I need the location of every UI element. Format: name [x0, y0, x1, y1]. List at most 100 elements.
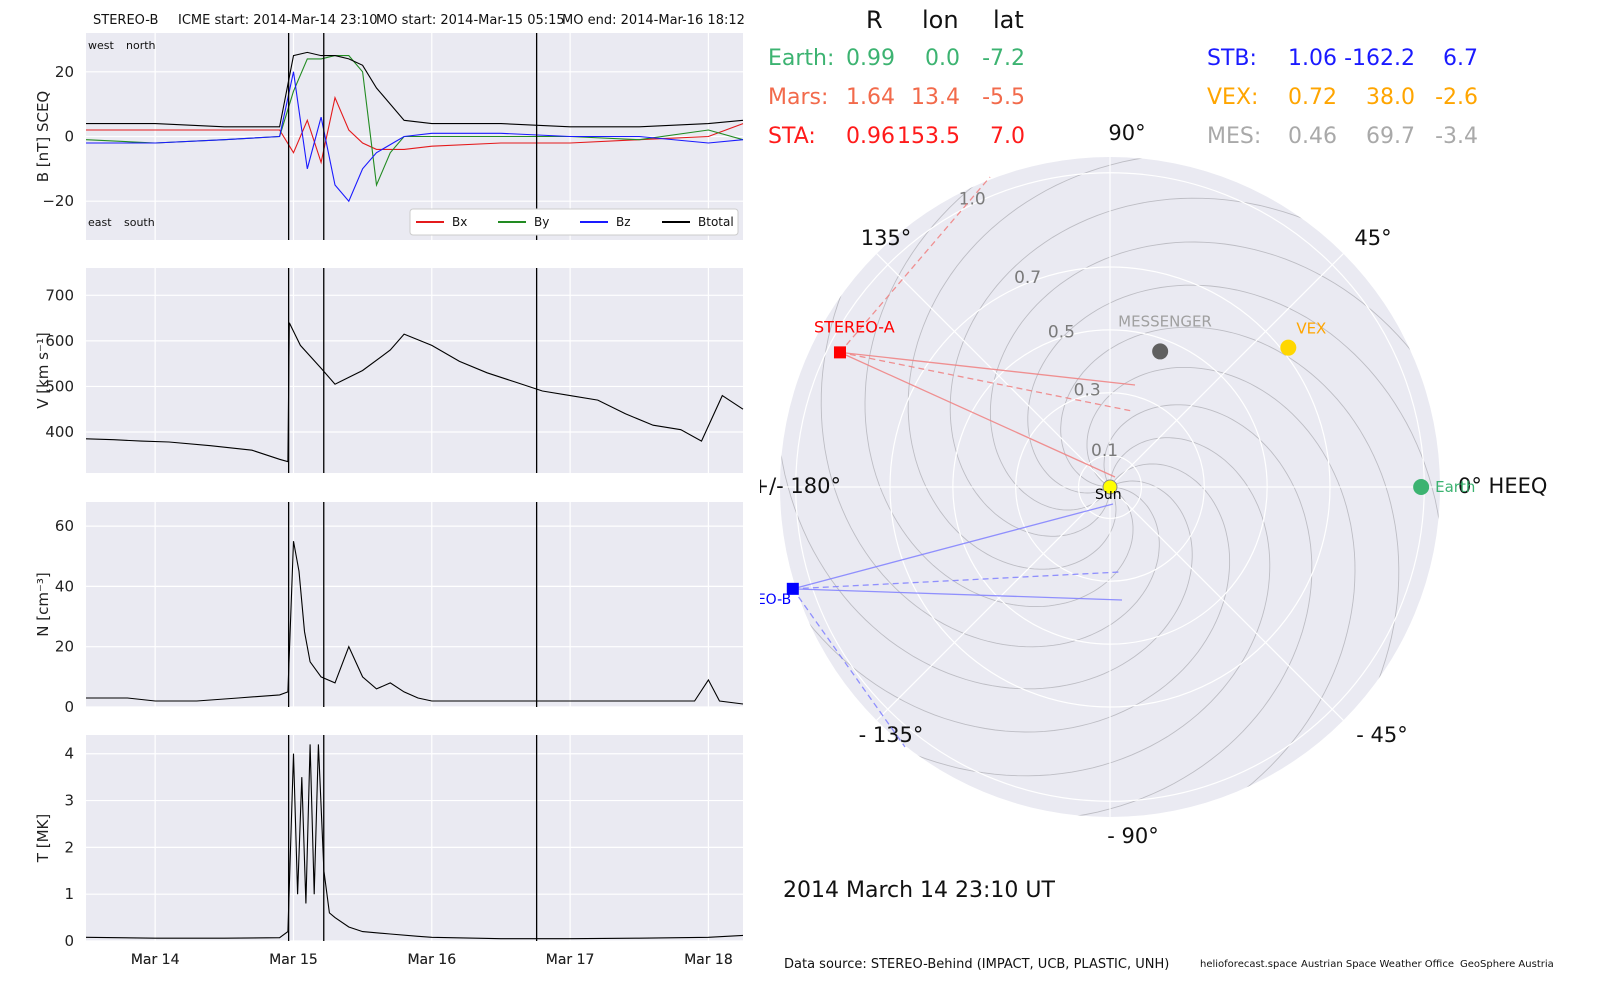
sta-dashed-line [839, 176, 991, 353]
spiral-line [989, 241, 1440, 590]
mo-start-label: MO start: 2014-Mar-15 05:15 [376, 13, 565, 28]
temperature-panel: 0 1 2 3 4 T [MK] Mar 14 Mar 15 Mar 16 Mar 17 Mar 1… [34, 735, 744, 968]
spiral-line [1007, 366, 1356, 817]
spiral-line [780, 208, 1193, 690]
earth-label: Earth [1435, 478, 1475, 496]
y-tick-label: 500 [45, 377, 74, 395]
y-axis-label: T [MK] [34, 814, 52, 863]
mo-end-label: MO end: 2014-Mar-16 18:12 [562, 13, 745, 28]
messenger-label: MESSENGER [1118, 312, 1212, 330]
radial-tick-label: 1.0 [959, 190, 986, 210]
y-axis-label: B [nT] SCEQ [34, 91, 52, 182]
vex-marker [1280, 339, 1297, 356]
spiral-line [1060, 326, 1400, 817]
x-tick-label: Mar 15 [269, 952, 318, 968]
row-lat-value: -5.5 [982, 85, 1025, 110]
data-source: Data source: STEREO-Behind (IMPACT, UCB,… [784, 957, 1170, 972]
angular-gridline [876, 486, 1111, 721]
angle-label: - 135° [859, 723, 924, 747]
spiral-line [780, 384, 1231, 733]
density-panel: 0 20 40 60 N [cm⁻³] [34, 502, 744, 716]
angle-label: 0° HEEQ [1458, 474, 1547, 498]
series-line [85, 322, 744, 463]
legend-entry: By [534, 215, 549, 229]
y-tick-label: 4 [64, 745, 74, 763]
y-tick-label: 0 [64, 698, 74, 716]
spiral-line [780, 437, 1271, 777]
legend-box [409, 208, 739, 236]
angle-label: 90° [1108, 121, 1145, 145]
x-tick-label: Mar 18 [684, 952, 733, 968]
x-tick-label: Mar 17 [546, 952, 595, 968]
stereoa-marker [833, 346, 846, 359]
y-tick-label: 1 [64, 885, 74, 903]
stb-line [792, 588, 1123, 601]
spiral-line [831, 404, 1313, 817]
angular-gridline [1109, 486, 1344, 721]
y-tick-label: 0 [64, 932, 74, 950]
x-tick-label: Mar 16 [407, 952, 456, 968]
row-lon-value: 13.4 [911, 85, 960, 110]
col-header-lat: lat [993, 6, 1024, 34]
plot-background [86, 268, 743, 473]
row-lat-value: -2.6 [1435, 85, 1478, 110]
row-lon-value: 0.0 [925, 46, 960, 71]
connection-lines [792, 176, 1136, 748]
sun-marker [1102, 479, 1118, 495]
speed-panel: 400 500 600 700 V [km s⁻¹] [34, 268, 744, 473]
y-tick-label: −20 [42, 192, 74, 210]
row-name: VEX: [1207, 85, 1259, 110]
y-tick-label: 600 [45, 332, 74, 350]
y-tick-label: 400 [45, 423, 74, 441]
y-tick-label: 40 [55, 577, 74, 595]
row-lon-value: 38.0 [1366, 85, 1415, 110]
x-tick-label: Mar 17 [546, 952, 595, 968]
radial-tick-label: 0.1 [1091, 441, 1118, 461]
stb-dashed-line [792, 588, 906, 748]
stb-line [792, 503, 1114, 590]
legend: Bx By Bz Btotal [409, 208, 739, 236]
earth-marker [1413, 479, 1430, 495]
y-tick-label: 3 [64, 792, 74, 810]
row-name: Mars: [768, 85, 829, 110]
row-name: STB: [1207, 46, 1257, 71]
series-line-bx [86, 95, 744, 165]
messenger-marker [1152, 343, 1169, 360]
legend-entry: Bz [616, 215, 631, 229]
spiral-line [864, 157, 1213, 608]
row-lat-value: 6.7 [1443, 46, 1478, 71]
corner-label-bottom-left: east [88, 216, 112, 229]
plot-background [86, 502, 743, 707]
sun-label: Sun [1095, 487, 1122, 503]
row-name: Earth: [768, 46, 835, 71]
radial-tick-label: 0.3 [1074, 381, 1101, 401]
y-axis-label: N [cm⁻³] [34, 572, 52, 636]
row-lon-value: -162.2 [1344, 46, 1415, 71]
row-lat-value: -3.4 [1435, 124, 1478, 149]
radial-tick-label: 0.5 [1048, 323, 1075, 343]
angle-label: 135° [861, 226, 912, 250]
spiral-line [907, 157, 1389, 570]
y-tick-label: 20 [55, 63, 74, 81]
stereob-label: STEREO-B [760, 592, 791, 608]
row-lat-value: -7.2 [982, 46, 1025, 71]
row-r-value: 0.96 [846, 124, 895, 149]
series-line-bz [86, 71, 744, 203]
polar-plot: 0.1 0.3 0.5 0.7 1.0 0° HEEQ 45° 90° 135° +/- 180°… [760, 121, 1547, 848]
row-r-value: 0.46 [1288, 124, 1337, 149]
y-tick-label: 0 [64, 128, 74, 146]
y-tick-label: 2 [64, 838, 74, 856]
row-name: MES: [1207, 124, 1262, 149]
col-header-r: R [866, 6, 883, 34]
corner-label-top-right: north [126, 39, 156, 52]
angular-gridline [876, 253, 1111, 488]
stereoa-label: STEREO-A [814, 317, 895, 336]
credit-helioforecast: helioforecast.space [1200, 959, 1298, 970]
angle-label: +/- 180° [760, 474, 841, 498]
spiral-line [1027, 284, 1440, 766]
spiral-lines [780, 157, 1440, 817]
y-axis-label: V [km s⁻¹] [34, 332, 52, 409]
angle-label: 45° [1354, 226, 1391, 250]
x-tick-label: Mar 16 [407, 952, 456, 968]
